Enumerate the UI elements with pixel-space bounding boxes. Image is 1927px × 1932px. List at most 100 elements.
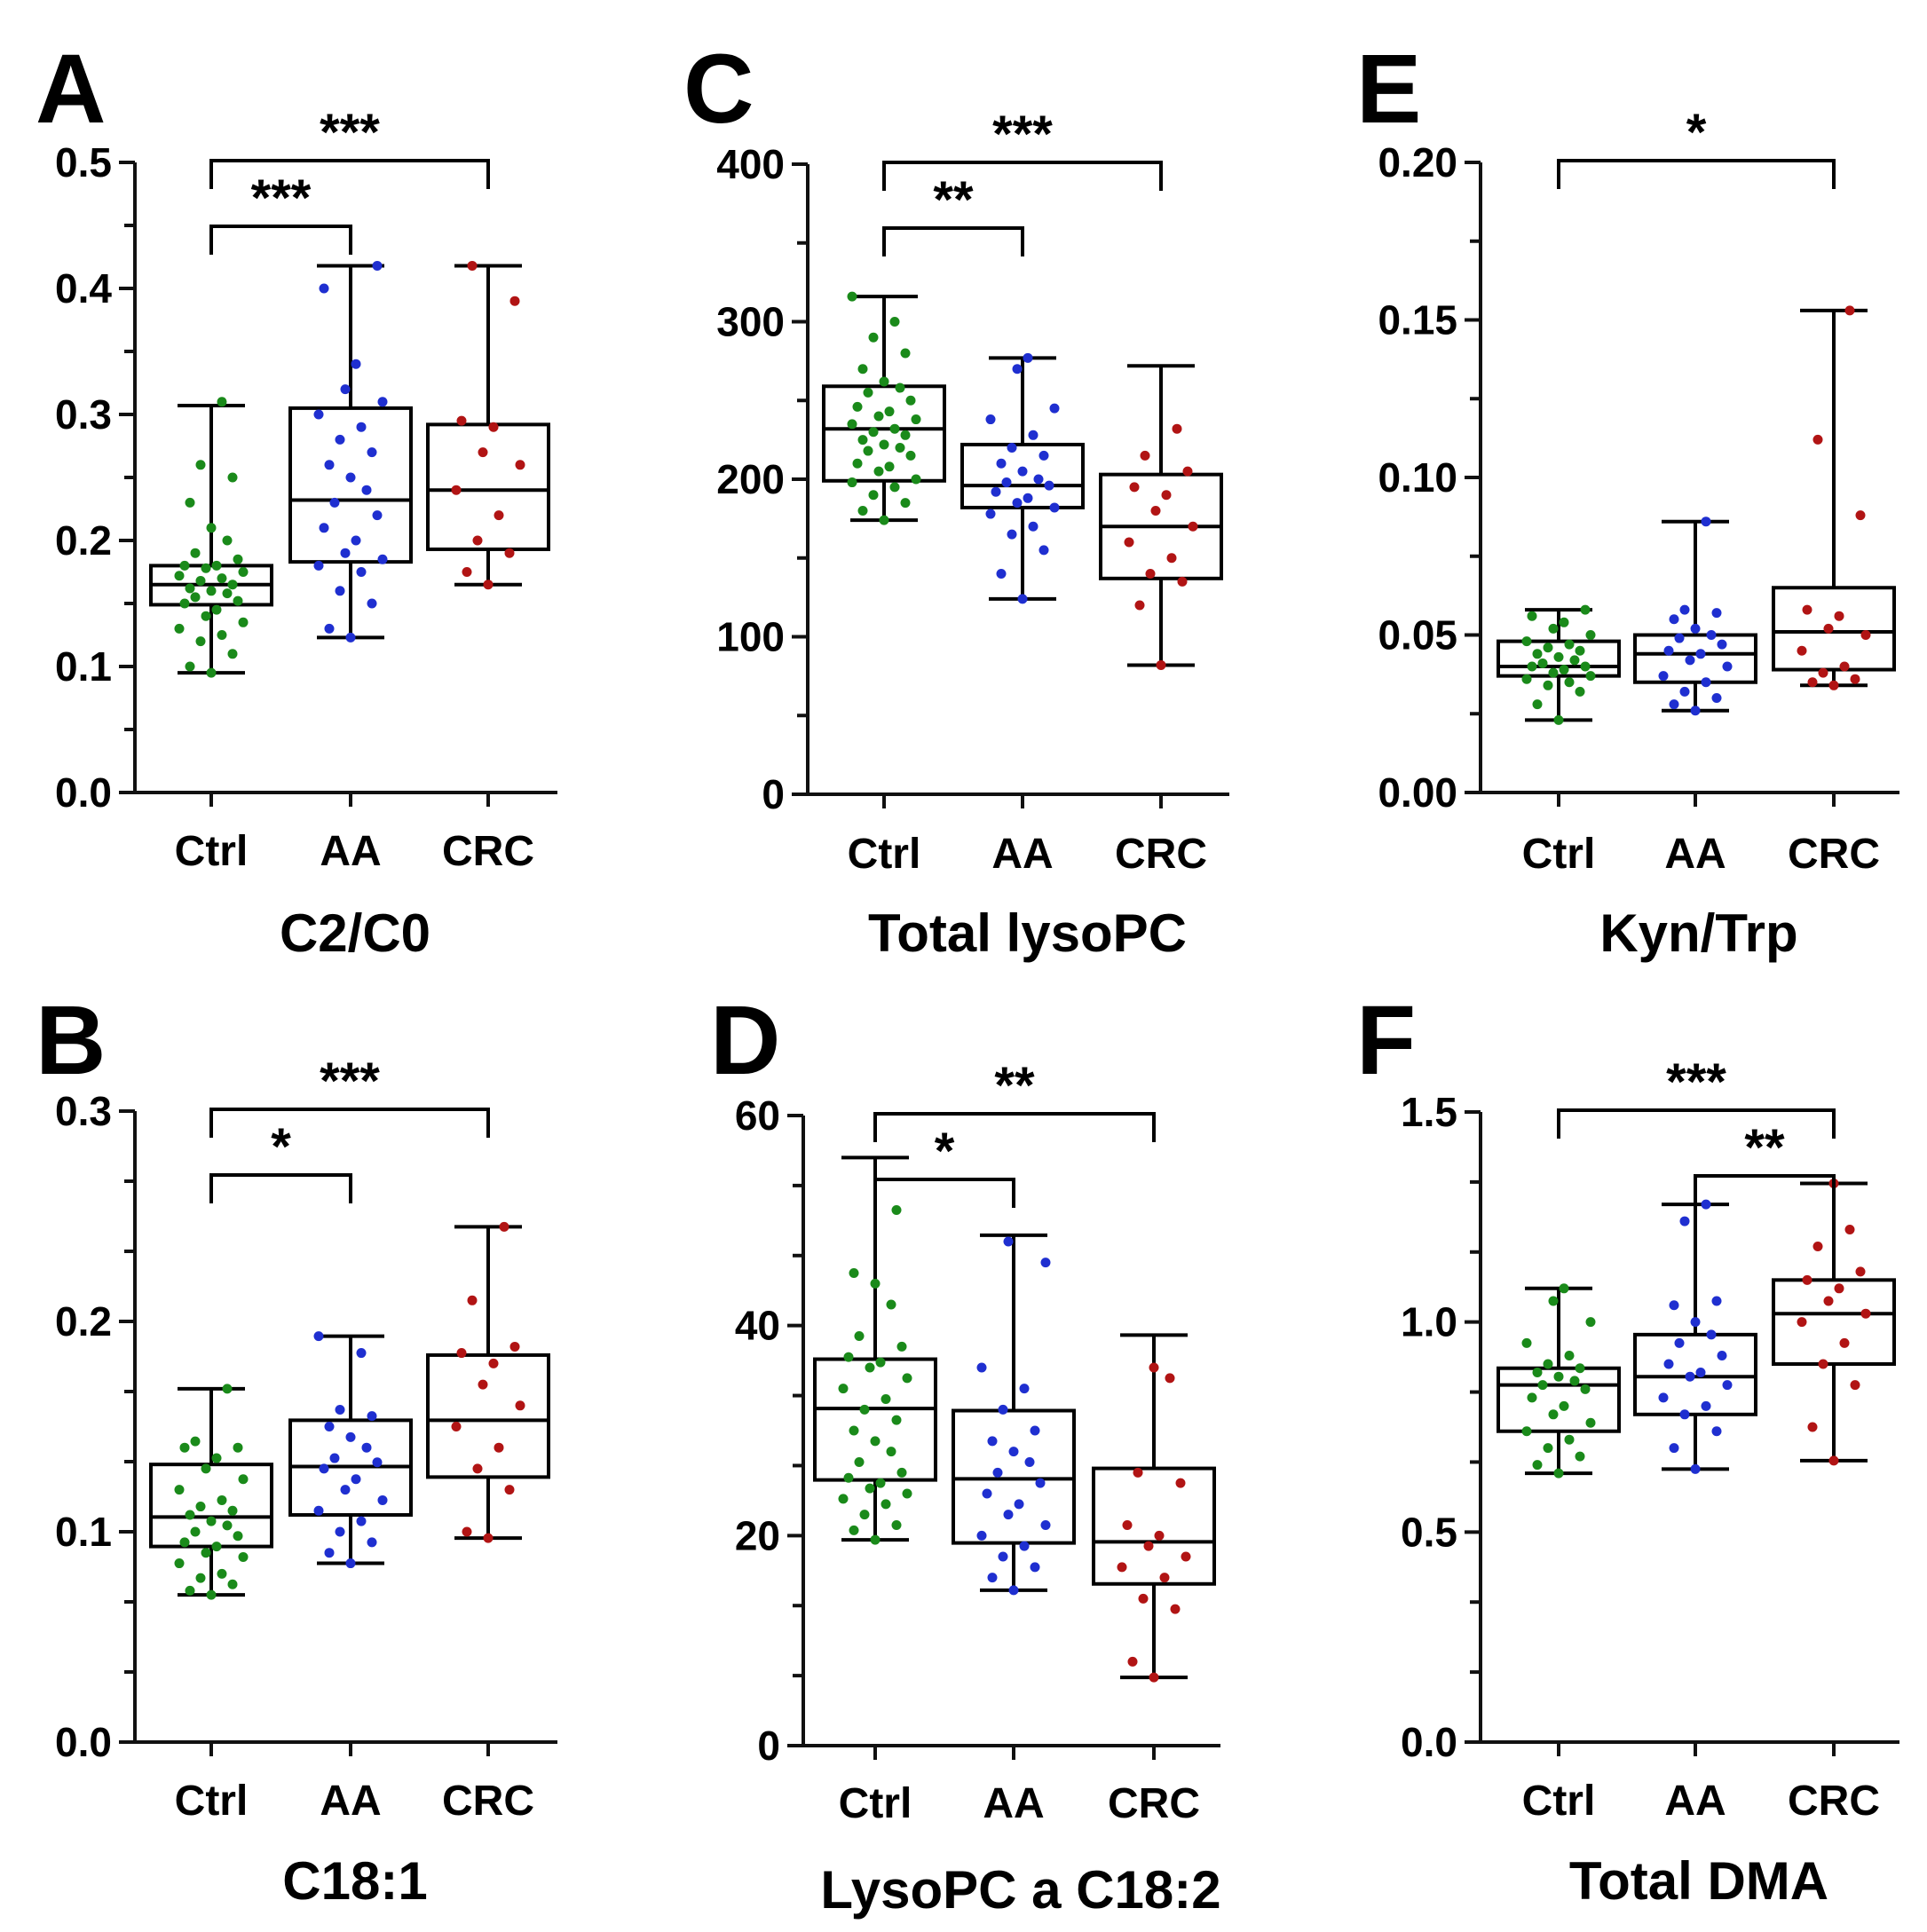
data-point	[1706, 630, 1717, 640]
data-point	[1033, 474, 1044, 485]
data-point	[1717, 1351, 1727, 1361]
significance-label: *	[935, 1123, 955, 1180]
data-point	[206, 523, 217, 533]
x-category-label: Ctrl	[1522, 1778, 1596, 1825]
data-point	[1564, 1434, 1575, 1445]
data-point	[1855, 1266, 1866, 1277]
data-point	[356, 422, 367, 432]
data-point	[1023, 352, 1033, 363]
data-point	[1049, 502, 1060, 513]
data-point	[377, 1494, 388, 1505]
y-tick-label: 1.0	[1401, 1299, 1457, 1345]
iqr-box	[1772, 586, 1896, 672]
data-point	[1585, 1317, 1596, 1328]
data-point	[1701, 677, 1711, 688]
data-point	[1007, 529, 1017, 540]
data-point	[870, 1534, 881, 1545]
iqr-box	[1633, 1332, 1757, 1416]
data-point	[1711, 1296, 1722, 1306]
significance-bracket: ***	[1557, 1053, 1836, 1139]
data-point	[1679, 1409, 1690, 1420]
data-point	[217, 1494, 227, 1505]
data-point	[329, 497, 340, 508]
y-tick-label: 0.0	[1401, 1719, 1457, 1765]
data-point	[992, 1467, 1003, 1478]
data-point	[179, 1442, 190, 1453]
data-point	[329, 1453, 340, 1463]
data-point	[195, 636, 206, 647]
data-point	[1690, 623, 1701, 634]
bracket-line	[209, 225, 352, 255]
data-point	[238, 617, 249, 627]
data-point	[1797, 1317, 1807, 1328]
data-point	[1039, 450, 1049, 461]
data-point	[190, 592, 201, 603]
data-point	[217, 573, 227, 584]
data-point	[1548, 1296, 1559, 1306]
x-category-label: AA	[991, 831, 1053, 878]
data-point	[1553, 1468, 1564, 1479]
data-point	[1685, 1371, 1695, 1382]
data-point	[1007, 443, 1017, 453]
data-point	[1663, 1359, 1674, 1369]
data-point	[1717, 639, 1727, 650]
data-point	[185, 497, 195, 508]
data-point	[1143, 1541, 1154, 1551]
significance-bracket: *	[873, 1123, 1015, 1208]
data-point	[1797, 645, 1807, 656]
data-point	[1844, 1225, 1855, 1235]
y-tick-label: 0.3	[55, 391, 112, 438]
data-point	[891, 1205, 902, 1215]
iqr-box	[952, 1408, 1076, 1545]
data-point	[900, 498, 911, 509]
data-point	[361, 485, 372, 495]
data-point	[179, 598, 190, 609]
data-point	[1117, 1562, 1127, 1573]
data-point	[998, 1551, 1008, 1562]
data-point	[1569, 1376, 1580, 1386]
data-point	[1521, 1337, 1532, 1348]
box-crc: CRC	[1772, 1178, 1896, 1825]
data-point	[884, 406, 895, 417]
data-point	[1012, 364, 1023, 375]
data-point	[515, 460, 525, 470]
data-point	[1044, 480, 1054, 491]
x-category-label: Ctrl	[839, 1780, 912, 1827]
data-point	[1543, 643, 1553, 653]
data-point	[1003, 1510, 1014, 1520]
data-point	[488, 1358, 499, 1368]
x-category-label: AA	[1664, 1778, 1726, 1825]
data-point	[195, 1573, 206, 1583]
data-point	[891, 1520, 902, 1530]
box-ctrl: Ctrl	[1497, 1283, 1621, 1825]
data-point	[1802, 604, 1812, 615]
data-point	[319, 523, 329, 533]
data-point	[1188, 521, 1198, 532]
data-point	[996, 458, 1007, 469]
data-point	[1172, 423, 1182, 434]
data-point	[905, 450, 916, 461]
data-point	[1553, 1371, 1564, 1382]
data-point	[868, 427, 879, 438]
data-point	[998, 1404, 1008, 1415]
data-point	[1706, 1329, 1717, 1340]
data-point	[335, 434, 345, 445]
data-point	[456, 1348, 467, 1359]
data-point	[367, 447, 377, 458]
data-point	[849, 1268, 859, 1278]
data-point	[190, 548, 201, 558]
data-point	[865, 1483, 875, 1494]
data-point	[351, 535, 361, 546]
panel-title: LysoPC a C18:2	[820, 1860, 1220, 1920]
data-point	[879, 439, 889, 450]
data-point	[472, 535, 483, 546]
y-tick-label: 0.2	[55, 517, 112, 564]
panel-e: E 0.00 0.05 0.10 0.15 0.20 Ctrl AA CRC * Kyn/Trp	[1356, 35, 1899, 963]
iqr-box	[1497, 639, 1621, 678]
y-tick-label: 20	[735, 1512, 780, 1558]
panel-title: Kyn/Trp	[1599, 903, 1797, 963]
y-tick-label: 0.05	[1378, 612, 1457, 658]
data-point	[1159, 1573, 1170, 1583]
data-point	[313, 409, 324, 420]
data-point	[1150, 506, 1161, 516]
